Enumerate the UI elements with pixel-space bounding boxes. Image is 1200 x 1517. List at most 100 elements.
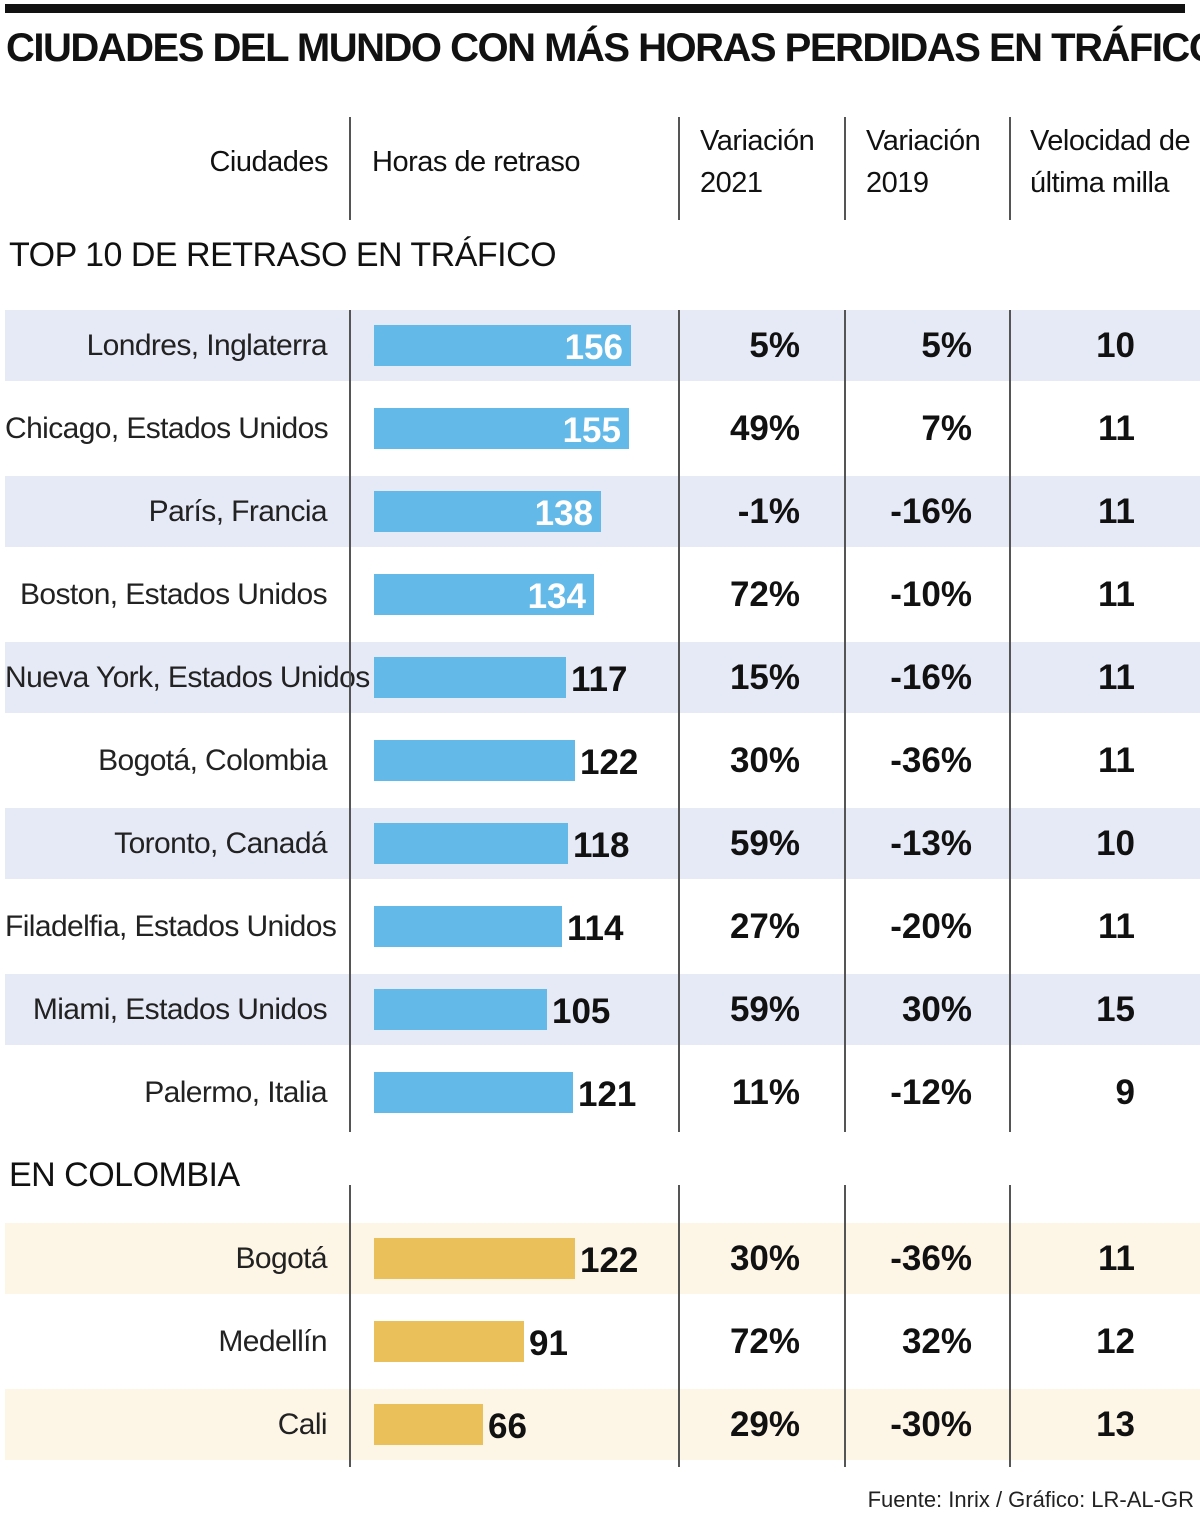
city-name: Bogotá: [235, 1242, 328, 1275]
last-mile-speed-value: 11: [1098, 907, 1135, 946]
variation-2019-value: -30%: [890, 1405, 972, 1444]
city-name: Nueva York, Estados Unidos: [5, 661, 370, 694]
variation-2021-value: 11%: [731, 1073, 800, 1112]
variation-2021-value: 72%: [729, 575, 800, 614]
city-name: Bogotá, Colombia: [98, 744, 327, 777]
hours-bar: [374, 1404, 483, 1445]
city-name: Miami, Estados Unidos: [32, 993, 328, 1026]
variation-2019-value: -20%: [890, 907, 972, 946]
variation-2019-value: 5%: [921, 326, 972, 365]
table-row: Filadelfia, Estados Unidos 114 27% -20% 11: [5, 891, 1200, 962]
table-row: Boston, Estados Unidos 134 72% -10% 11: [5, 559, 1200, 630]
table-row: Chicago, Estados Unidos 155 49% 7% 11: [5, 393, 1200, 464]
variation-2021-value: -1%: [737, 492, 800, 531]
last-mile-speed-value: 9: [1115, 1073, 1135, 1112]
last-mile-speed-value: 11: [1098, 575, 1135, 614]
variation-2019-value: 30%: [901, 990, 972, 1029]
header-variation-2019-line1: Variación: [866, 125, 981, 157]
header-hours: Horas de retraso: [372, 146, 581, 178]
variation-2019-value: -12%: [890, 1073, 972, 1112]
variation-2021-value: 49%: [729, 409, 800, 448]
hours-value-label: 155: [562, 411, 621, 450]
table-row: Londres, Inglaterra 156 5% 5% 10: [5, 310, 1200, 381]
city-name: Boston, Estados Unidos: [20, 578, 328, 611]
header-variation-2021-line2: 2021: [700, 167, 763, 199]
city-name: Palermo, Italia: [144, 1076, 327, 1109]
column-divider: [349, 310, 351, 1132]
table-row: Nueva York, Estados Unidos 117 15% -16% 11: [5, 642, 1200, 713]
table-row: Toronto, Canadá 118 59% -13% 10: [5, 808, 1200, 879]
last-mile-speed-value: 11: [1098, 1239, 1135, 1278]
hours-bar: [374, 989, 547, 1030]
table-row: París, Francia 138 -1% -16% 11: [5, 476, 1200, 547]
variation-2019-value: 32%: [901, 1322, 972, 1361]
table-row: Palermo, Italia 121 11% -12% 9: [5, 1057, 1200, 1128]
hours-value-label: 117: [571, 660, 628, 699]
hours-bar: [374, 574, 594, 615]
last-mile-speed-value: 10: [1096, 326, 1135, 365]
table-row: Medellín 91 72% 32% 12: [5, 1306, 1200, 1377]
hours-value-label: 91: [529, 1324, 568, 1363]
hours-value-label: 156: [564, 328, 623, 367]
hours-bar: [374, 823, 568, 864]
column-divider: [844, 310, 846, 1132]
hours-value-label: 134: [527, 577, 586, 616]
hours-value-label: 114: [567, 909, 624, 948]
hours-bar: [374, 1321, 524, 1362]
last-mile-speed-value: 11: [1098, 492, 1135, 531]
column-divider: [678, 1185, 680, 1467]
city-name: Toronto, Canadá: [114, 827, 327, 860]
header-variation-2021-line1: Variación: [700, 125, 815, 157]
variation-2019-value: -10%: [890, 575, 972, 614]
column-divider: [349, 117, 351, 220]
hours-bar: [374, 906, 562, 947]
column-divider: [678, 310, 680, 1132]
column-divider: [844, 117, 846, 220]
hours-value-label: 122: [580, 743, 639, 782]
section-colombia-title: EN COLOMBIA: [9, 1156, 240, 1194]
source-note: Fuente: Inrix / Gráfico: LR-AL-GR: [867, 1487, 1194, 1512]
hours-value-label: 105: [552, 992, 611, 1031]
hours-bar: [374, 740, 575, 781]
table-row: Bogotá 122 30% -36% 11: [5, 1223, 1200, 1294]
variation-2021-value: 27%: [729, 907, 800, 946]
hours-value-label: 66: [488, 1407, 527, 1446]
table-row: Miami, Estados Unidos 105 59% 30% 15: [5, 974, 1200, 1045]
header-variation-2019: Variación 2019: [866, 120, 1006, 204]
variation-2019-value: -36%: [890, 1239, 972, 1278]
last-mile-speed-value: 11: [1098, 409, 1135, 448]
variation-2021-value: 15%: [729, 658, 800, 697]
variation-2019-value: 7%: [921, 409, 972, 448]
column-divider: [844, 1185, 846, 1467]
last-mile-speed-value: 13: [1096, 1405, 1135, 1444]
hours-bar: [374, 325, 631, 366]
column-divider: [1009, 1185, 1011, 1467]
city-name: Chicago, Estados Unidos: [5, 412, 329, 445]
last-mile-speed-value: 11: [1098, 741, 1135, 780]
hours-bar: [374, 657, 566, 698]
hours-bar: [374, 1072, 573, 1113]
column-divider: [349, 1185, 351, 1467]
variation-2021-value: 59%: [729, 824, 800, 863]
section-top10-title: TOP 10 DE RETRASO EN TRÁFICO: [9, 236, 557, 274]
header-speed-line2: última milla: [1030, 167, 1170, 199]
column-divider: [1009, 310, 1011, 1132]
hours-value-label: 138: [534, 494, 593, 533]
city-name: Filadelfia, Estados Unidos: [5, 910, 337, 943]
city-name: Londres, Inglaterra: [86, 329, 328, 362]
last-mile-speed-value: 10: [1096, 824, 1135, 863]
variation-2019-value: -13%: [890, 824, 972, 863]
table-row: Cali 66 29% -30% 13: [5, 1389, 1200, 1460]
variation-2021-value: 59%: [729, 990, 800, 1029]
variation-2021-value: 29%: [729, 1405, 800, 1444]
hours-bar: [374, 408, 629, 449]
top-rule: [5, 4, 1185, 13]
hours-bar: [374, 491, 601, 532]
hours-value-label: 122: [580, 1241, 639, 1280]
variation-2019-value: -16%: [890, 658, 972, 697]
variation-2019-value: -16%: [890, 492, 972, 531]
column-divider: [1009, 117, 1011, 220]
hours-value-label: 118: [573, 826, 630, 865]
last-mile-speed-value: 11: [1098, 658, 1135, 697]
header-variation-2019-line2: 2019: [866, 167, 929, 199]
